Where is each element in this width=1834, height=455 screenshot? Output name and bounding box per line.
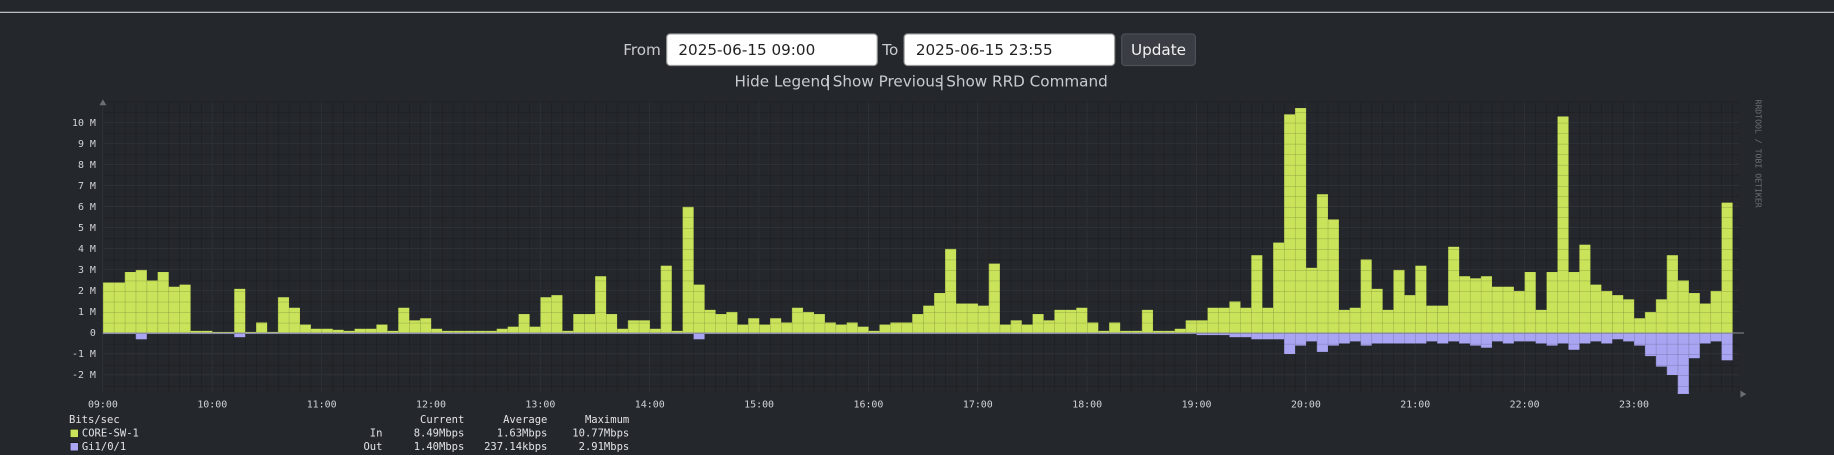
link[interactable]: Show RRD Command	[946, 72, 1107, 90]
legend-header: Average	[503, 414, 547, 426]
legend-maximum: 10.77Mbps	[572, 427, 629, 439]
y-tick-label: 0	[90, 328, 96, 339]
legend-average: 1.63Mbps	[497, 427, 548, 439]
y-axis-arrow	[99, 99, 107, 106]
legend-average: 237.14kbps	[484, 441, 547, 453]
y-tick-label: 7 M	[78, 181, 96, 192]
y-tick-label: 10 M	[72, 118, 96, 129]
legend-header: Maximum	[585, 414, 629, 426]
y-tick-label: 6 M	[78, 202, 96, 213]
y-tick-label: -1 M	[72, 349, 96, 360]
y-tick-label: 1 M	[78, 307, 96, 318]
to-input[interactable]	[903, 33, 1116, 67]
y-tick-label: 2 M	[78, 286, 96, 297]
x-tick-label: 14:00	[635, 400, 665, 411]
x-tick-label: 13:00	[525, 400, 555, 411]
x-tick-label: 21:00	[1400, 400, 1430, 411]
link-separator: |	[826, 72, 831, 90]
y-tick-label: 3 M	[78, 265, 96, 276]
x-axis-arrow	[1740, 390, 1747, 398]
watermark: RRDTOOL / TOBI OETIKER	[1753, 99, 1763, 207]
x-tick-label: 12:00	[416, 400, 446, 411]
legend-current: 8.49Mbps	[414, 427, 465, 439]
y-tick-label: 4 M	[78, 244, 96, 255]
legend-swatch	[69, 428, 79, 438]
from-label: From	[623, 41, 661, 59]
link-separator: |	[939, 72, 944, 90]
update-button[interactable]	[1121, 33, 1196, 67]
x-tick-label: 09:00	[88, 400, 118, 411]
link[interactable]: Show Previous	[833, 72, 943, 90]
x-tick-label: 20:00	[1291, 400, 1321, 411]
to-value[interactable]: 2025-06-15 23:55	[916, 41, 1053, 59]
legend-header: Current	[420, 414, 464, 426]
legend-direction: Out	[363, 441, 382, 453]
from-input[interactable]	[666, 33, 878, 67]
legend-name: CORE-SW-1	[82, 427, 139, 439]
update-button-label[interactable]: Update	[1131, 41, 1186, 59]
legend-swatch	[69, 442, 79, 452]
y-tick-label: 9 M	[78, 139, 96, 150]
y-tick-label: 8 M	[78, 160, 96, 171]
x-tick-label: 15:00	[744, 400, 774, 411]
legend-name: Gi1/0/1	[82, 441, 126, 453]
x-tick-label: 16:00	[853, 400, 883, 411]
legend-current: 1.40Mbps	[414, 441, 465, 453]
y-tick-label: 5 M	[78, 223, 96, 234]
y-tick-label: -2 M	[72, 370, 96, 381]
link[interactable]: Hide Legend	[735, 72, 830, 90]
legend-unit: Bits/sec	[69, 414, 120, 426]
x-tick-label: 23:00	[1619, 400, 1649, 411]
x-tick-label: 10:00	[197, 400, 227, 411]
legend-direction: In	[370, 427, 383, 439]
x-tick-label: 18:00	[1072, 400, 1102, 411]
x-tick-label: 19:00	[1182, 400, 1212, 411]
legend-maximum: 2.91Mbps	[579, 441, 630, 453]
x-tick-label: 22:00	[1510, 400, 1540, 411]
x-tick-label: 11:00	[307, 400, 337, 411]
x-tick-label: 17:00	[963, 400, 993, 411]
from-value[interactable]: 2025-06-15 09:00	[678, 41, 815, 59]
to-label: To	[881, 41, 898, 59]
cell-overlay	[102, 101, 1740, 392]
